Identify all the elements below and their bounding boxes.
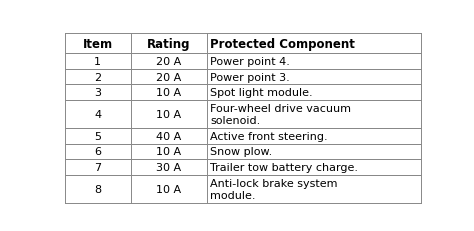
Bar xyxy=(65,160,421,175)
Text: 30 A: 30 A xyxy=(156,162,182,172)
Text: Item: Item xyxy=(82,38,113,51)
Text: 10 A: 10 A xyxy=(156,147,182,157)
Text: 3: 3 xyxy=(94,88,101,98)
Bar xyxy=(65,70,421,85)
Text: Anti-lock brake system
module.: Anti-lock brake system module. xyxy=(210,178,338,200)
Text: 20 A: 20 A xyxy=(156,72,182,82)
Bar xyxy=(65,54,421,70)
Text: 40 A: 40 A xyxy=(156,131,182,141)
Text: 6: 6 xyxy=(94,147,101,157)
Text: Snow plow.: Snow plow. xyxy=(210,147,273,157)
Text: 1: 1 xyxy=(94,57,101,67)
Text: Active front steering.: Active front steering. xyxy=(210,131,328,141)
Text: 10 A: 10 A xyxy=(156,184,182,194)
Text: Rating: Rating xyxy=(147,38,191,51)
Text: 2: 2 xyxy=(94,72,101,82)
Text: Spot light module.: Spot light module. xyxy=(210,88,313,98)
Text: 5: 5 xyxy=(94,131,101,141)
Text: 10 A: 10 A xyxy=(156,88,182,98)
Text: Trailer tow battery charge.: Trailer tow battery charge. xyxy=(210,162,358,172)
Text: 8: 8 xyxy=(94,184,101,194)
Bar xyxy=(65,85,421,101)
Text: Power point 4.: Power point 4. xyxy=(210,57,290,67)
Text: 20 A: 20 A xyxy=(156,57,182,67)
Bar xyxy=(65,128,421,144)
Text: 7: 7 xyxy=(94,162,101,172)
Text: 4: 4 xyxy=(94,109,101,119)
Text: Four-wheel drive vacuum
solenoid.: Four-wheel drive vacuum solenoid. xyxy=(210,104,351,125)
Text: Protected Component: Protected Component xyxy=(210,38,355,51)
Text: Power point 3.: Power point 3. xyxy=(210,72,290,82)
Text: 10 A: 10 A xyxy=(156,109,182,119)
Bar xyxy=(65,144,421,160)
